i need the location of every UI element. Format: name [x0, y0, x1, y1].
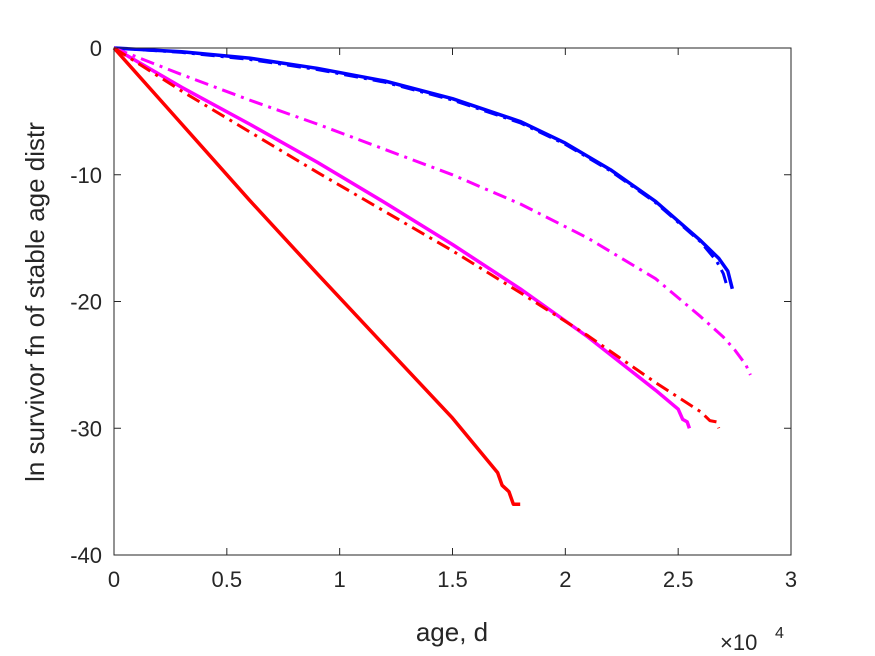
plot-area [114, 48, 791, 555]
x-tick-label: 1 [334, 567, 346, 592]
x-tick-label: 3 [785, 567, 797, 592]
series-line-5 [113, 46, 721, 429]
y-tick-label: -20 [70, 290, 102, 315]
x-tick-label: 0 [108, 567, 120, 592]
y-tick-label: -30 [70, 416, 102, 441]
x-exponent-power: 4 [775, 625, 784, 642]
x-exponent-label: ×10 4 [720, 625, 784, 655]
series-line-6 [112, 46, 521, 507]
y-tick-label: -10 [70, 163, 102, 188]
x-exponent-base: ×10 [720, 630, 757, 655]
x-axis-label: age, d [416, 617, 488, 647]
x-tick-label: 2 [559, 567, 571, 592]
series-layer [112, 46, 752, 507]
series-line-4 [113, 46, 692, 429]
y-axis-label: ln survivor fn of stable age distr [20, 122, 50, 482]
y-tick-label: 0 [90, 36, 102, 61]
series-line-3 [113, 46, 752, 376]
y-tick-label: -40 [70, 543, 102, 568]
x-tick-label: 0.5 [212, 567, 243, 592]
x-tick-label: 1.5 [437, 567, 468, 592]
x-tick-label: 2.5 [663, 567, 694, 592]
series-line-2 [113, 46, 730, 290]
ticks-layer: 0 0.5 1 1.5 2 2.5 3 0 -10 -20 -30 -40 [70, 36, 797, 592]
